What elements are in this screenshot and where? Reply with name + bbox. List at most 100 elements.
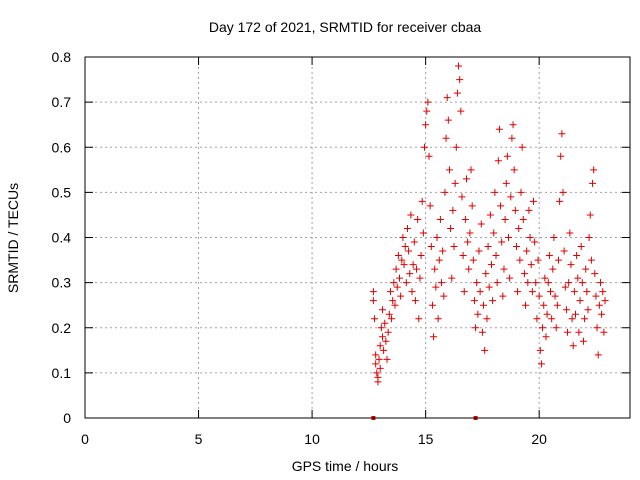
data-point	[417, 252, 425, 260]
data-point	[453, 89, 461, 97]
data-point	[459, 252, 467, 260]
data-point	[578, 279, 586, 287]
data-point	[589, 179, 597, 187]
data-point	[532, 279, 540, 287]
data-point	[505, 234, 513, 241]
y-tick-label: 0.1	[52, 365, 72, 381]
y-tick-label: 0.4	[52, 230, 72, 246]
data-point	[553, 301, 561, 309]
data-point	[501, 215, 509, 223]
data-point	[452, 143, 460, 151]
data-point	[491, 188, 499, 196]
data-point	[457, 107, 465, 115]
data-point	[514, 288, 522, 296]
data-point	[572, 310, 579, 318]
data-point	[583, 288, 591, 296]
data-point	[509, 121, 517, 129]
data-point	[599, 288, 607, 296]
data-point	[461, 215, 469, 223]
data-point	[569, 342, 577, 350]
data-point	[518, 143, 526, 151]
data-point	[430, 333, 438, 341]
plot-frame	[84, 56, 631, 419]
data-point	[433, 234, 441, 241]
data-point	[398, 256, 406, 264]
data-point	[478, 328, 486, 336]
data-point	[441, 188, 449, 196]
data-point	[450, 243, 458, 251]
x-axis-label: GPS time / hours	[292, 458, 399, 474]
data-point	[499, 292, 507, 300]
data-point	[523, 247, 531, 255]
data-point	[507, 193, 515, 201]
data-point	[590, 166, 598, 174]
data-point	[402, 279, 410, 287]
data-point	[566, 229, 574, 237]
data-point	[565, 279, 573, 287]
x-tick-label: 0	[81, 431, 89, 447]
data-point	[494, 157, 502, 165]
y-tick-label: 0.8	[52, 49, 72, 65]
data-point	[561, 283, 569, 291]
data-point	[418, 197, 426, 205]
data-point	[444, 116, 452, 124]
data-point	[380, 346, 388, 354]
data-point	[377, 324, 385, 332]
data-point	[487, 261, 495, 269]
data-point	[547, 288, 555, 296]
data-point	[558, 130, 566, 138]
data-point	[486, 211, 494, 219]
data-point	[383, 355, 391, 363]
data-point	[455, 62, 463, 70]
data-point	[489, 297, 497, 305]
data-point	[542, 333, 550, 341]
data-point	[399, 234, 407, 241]
data-point	[434, 315, 442, 323]
grid-lines	[85, 57, 630, 418]
data-point	[516, 256, 524, 264]
data-point	[391, 301, 399, 309]
y-tick-label: 0.6	[52, 139, 72, 155]
y-tick-label: 0.7	[52, 94, 72, 110]
data-point	[540, 301, 548, 309]
y-tick-label: 0.2	[52, 320, 72, 336]
y-tick-label: 0	[63, 410, 71, 426]
data-point	[598, 310, 606, 318]
data-point	[560, 247, 568, 255]
data-point	[525, 206, 533, 214]
data-point	[549, 265, 557, 273]
data-point	[527, 261, 535, 269]
axis-ticks: 0 0.1 0.2 0.3 0.4 0.5 0.6 0.7 0.8 0 5 10 15 20	[52, 49, 630, 447]
data-point	[386, 288, 394, 296]
data-point	[591, 270, 599, 278]
data-point	[544, 279, 552, 287]
data-point	[475, 247, 483, 255]
data-point	[374, 373, 382, 381]
data-point	[495, 125, 503, 133]
data-point	[557, 152, 565, 160]
data-point	[376, 364, 384, 372]
data-point	[464, 238, 472, 246]
data-point	[551, 292, 559, 300]
data-point	[556, 197, 564, 205]
data-point	[520, 270, 528, 278]
data-point	[539, 324, 547, 332]
data-point	[503, 152, 511, 160]
data-point	[531, 238, 539, 246]
x-tick-label: 15	[418, 431, 434, 447]
data-point	[413, 265, 421, 273]
data-point	[533, 315, 541, 323]
data-point	[510, 166, 518, 174]
data-point	[474, 310, 482, 318]
data-point	[601, 297, 609, 305]
data-point	[393, 283, 401, 291]
data-point	[528, 288, 536, 296]
data-point	[392, 265, 400, 273]
data-point	[435, 256, 443, 264]
data-point	[456, 76, 464, 84]
data-point	[388, 315, 396, 323]
data-point	[596, 279, 604, 287]
data-point	[465, 265, 473, 273]
data-point	[506, 274, 514, 282]
data-point	[424, 98, 432, 106]
